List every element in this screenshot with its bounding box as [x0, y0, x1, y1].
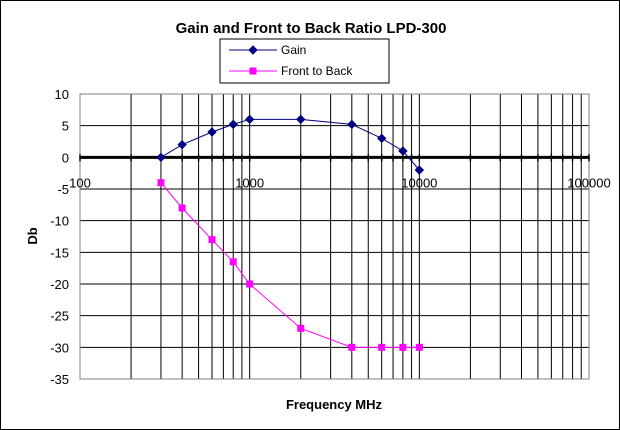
plot-area: 10 5 0 -5 -10 -15 -20 -25 -30 -35 100 1000 10000 1000…	[50, 87, 610, 387]
plot-background	[80, 94, 589, 379]
data-point-front-to-back	[178, 204, 186, 212]
data-point-gain	[244, 114, 255, 125]
data-point-gain	[177, 139, 187, 150]
x-tick-label: 1000	[235, 175, 264, 190]
data-point-front-to-back	[348, 343, 356, 351]
series-line-gain	[160, 118, 420, 171]
plot-border	[79, 93, 590, 380]
y-tick-label: -35	[50, 372, 69, 387]
data-point-gain	[228, 119, 238, 130]
y-tick-label: -20	[50, 277, 69, 292]
data-point-front-to-back	[229, 258, 237, 266]
y-tick-label: -5	[57, 182, 69, 197]
data-point-gain	[376, 133, 387, 144]
y-tick-label: -30	[50, 340, 69, 355]
x-axis-title: Frequency MHz	[286, 397, 383, 412]
data-point-gain	[414, 165, 425, 175]
legend: Gain Front to Back	[219, 38, 390, 84]
y-axis-title: Db	[25, 227, 40, 244]
data-point-front-to-back	[415, 343, 423, 351]
legend-label-front-to-back: Front to Back	[281, 64, 353, 78]
legend-box	[219, 38, 390, 84]
data-point-front-to-back	[297, 324, 305, 332]
legend-marker-gain	[248, 45, 258, 55]
y-tick-label: 0	[62, 150, 69, 165]
chart-title: Gain and Front to Back Ratio LPD-300	[176, 20, 447, 37]
series-line-front-to-back	[160, 182, 420, 348]
data-point-front-to-back	[246, 280, 254, 288]
y-tick-label: 5	[62, 119, 69, 134]
x-tick-label: 10000	[401, 175, 437, 190]
data-point-front-to-back	[378, 343, 386, 351]
legend-marker-front-to-back	[249, 67, 257, 75]
data-point-front-to-back	[399, 343, 407, 351]
data-point-gain	[156, 152, 166, 163]
x-tick-label: 100000	[567, 175, 610, 190]
legend-label-gain: Gain	[281, 43, 306, 57]
data-point-gain	[398, 146, 408, 156]
x-tick-label: 100	[69, 175, 91, 190]
y-tick-label: -10	[50, 214, 69, 229]
data-point-gain	[296, 114, 306, 125]
data-point-front-to-back	[208, 236, 216, 244]
y-tick-label: -15	[50, 245, 69, 260]
data-point-gain	[207, 127, 217, 137]
data-point-front-to-back	[157, 179, 165, 187]
y-tick-label: -25	[50, 309, 69, 324]
y-tick-label: 10	[55, 87, 69, 102]
data-point-gain	[347, 119, 357, 130]
